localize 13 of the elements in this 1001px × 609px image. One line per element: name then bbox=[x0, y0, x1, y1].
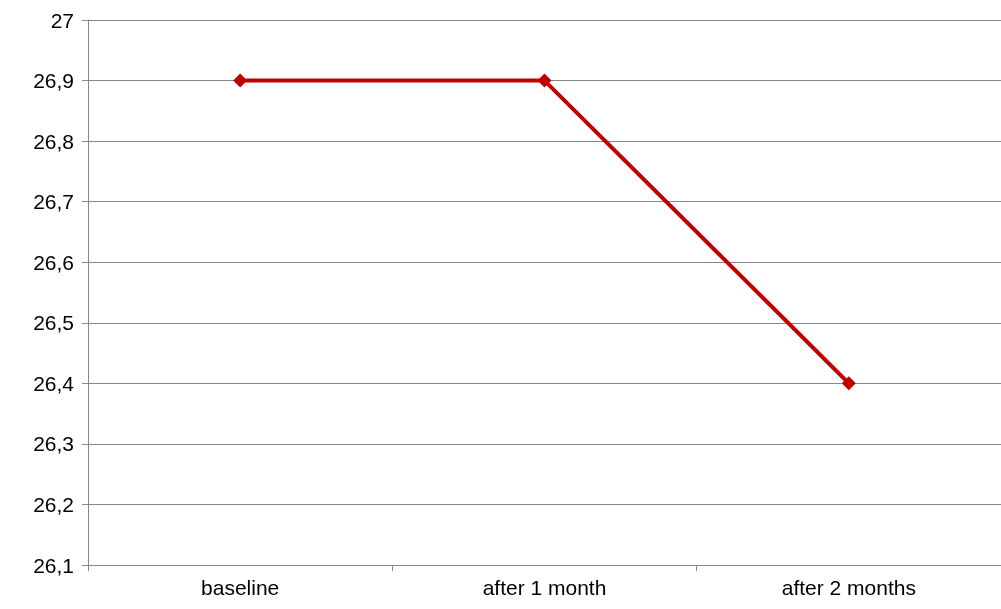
y-tick-label: 27 bbox=[50, 8, 74, 32]
x-tick-label: after 2 months bbox=[781, 576, 916, 599]
x-tick-label: after 1 month bbox=[482, 576, 607, 599]
y-tick-label: 26,8 bbox=[33, 129, 74, 153]
x-tick-label: baseline bbox=[201, 576, 280, 599]
y-tick-label: 26,5 bbox=[33, 311, 74, 335]
y-tick-label: 26,7 bbox=[33, 190, 74, 214]
y-tick-label: 26,6 bbox=[33, 250, 74, 274]
y-tick-label: 26,4 bbox=[33, 371, 75, 395]
y-tick-label: 26,1 bbox=[33, 553, 74, 577]
y-tick-label: 26,9 bbox=[33, 69, 74, 93]
y-tick-label: 26,3 bbox=[33, 432, 74, 456]
y-tick-label: 26,2 bbox=[33, 492, 74, 516]
